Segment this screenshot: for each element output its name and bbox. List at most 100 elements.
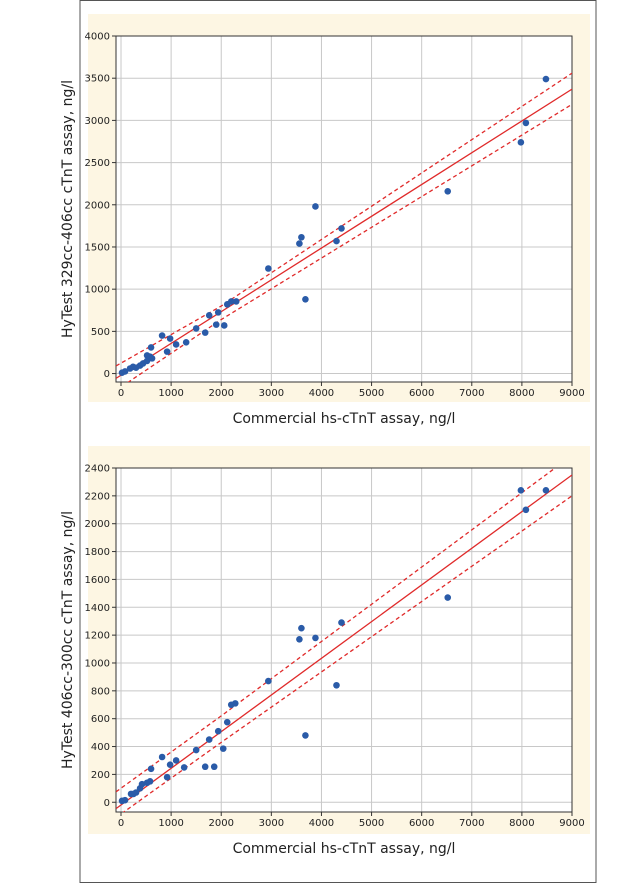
data-point: [132, 789, 140, 796]
data-point: [223, 718, 231, 726]
data-point: [444, 187, 452, 195]
y-tick-label: 1000: [85, 285, 110, 296]
x-tick-label: 9000: [559, 818, 584, 829]
data-point: [231, 700, 239, 707]
data-point: [542, 486, 550, 494]
data-point: [205, 312, 213, 319]
data-point: [265, 677, 272, 685]
data-point: [302, 295, 309, 303]
data-point: [333, 237, 340, 245]
data-point: [201, 763, 209, 771]
plot-border: [115, 35, 573, 383]
data-point: [163, 773, 171, 781]
x-tick-label: 2000: [209, 818, 234, 829]
x-tick-label: 0: [118, 818, 124, 829]
x-tick-label: 3000: [259, 388, 284, 399]
data-point: [147, 344, 155, 351]
data-point: [180, 764, 188, 771]
data-point: [158, 332, 166, 339]
y-tick-label: 1200: [85, 631, 110, 642]
x-tick-label: 4000: [309, 388, 334, 399]
y-tick-label: 3500: [85, 74, 110, 85]
data-point: [219, 745, 227, 752]
data-point: [338, 619, 345, 626]
y-tick-label: 3000: [85, 116, 110, 127]
y-tick-label: 500: [91, 327, 110, 338]
x-tick-label: 6000: [409, 388, 434, 399]
data-point: [214, 309, 222, 316]
y-tick-label: 400: [91, 742, 110, 753]
data-point: [312, 634, 319, 642]
data-point: [121, 796, 129, 804]
data-point: [517, 486, 525, 494]
y-axis-label: HyTest 329cc-406cc cTnT assay, ng/l: [60, 80, 76, 338]
data-point: [147, 765, 155, 773]
data-point: [517, 139, 525, 146]
data-point: [166, 335, 174, 342]
y-tick-label: 1400: [85, 603, 110, 614]
y-tick-label: 1800: [85, 547, 110, 558]
y-tick-label: 2000: [85, 519, 110, 530]
data-point: [522, 506, 530, 514]
data-point: [296, 636, 303, 643]
data-point: [138, 780, 146, 788]
y-tick-label: 4000: [85, 32, 110, 43]
x-tick-label: 1000: [158, 388, 183, 399]
data-point: [172, 757, 180, 764]
x-tick-label: 4000: [309, 818, 334, 829]
data-point: [214, 727, 222, 735]
data-point: [172, 341, 180, 348]
x-tick-label: 7000: [459, 818, 484, 829]
data-point: [312, 203, 319, 210]
data-point: [296, 240, 303, 247]
plot-border: [115, 467, 573, 813]
data-point: [158, 753, 166, 761]
y-tick-label: 200: [91, 770, 110, 781]
data-point: [163, 348, 171, 355]
data-point: [220, 322, 228, 329]
confidence-band: [116, 72, 572, 367]
y-tick-label: 2500: [85, 158, 110, 169]
x-tick-label: 5000: [359, 388, 384, 399]
x-tick-label: 7000: [459, 388, 484, 399]
x-tick-label: 9000: [559, 388, 584, 399]
y-tick-label: 2000: [85, 200, 110, 211]
plot-area: [116, 36, 572, 382]
data-point: [542, 75, 550, 83]
y-tick-label: 1000: [85, 658, 110, 669]
data-point: [232, 298, 240, 305]
data-point: [522, 119, 530, 127]
data-point: [338, 225, 345, 232]
x-tick-label: 8000: [509, 818, 534, 829]
confidence-band: [127, 103, 572, 382]
y-tick-label: 1600: [85, 575, 110, 586]
regression-line: [116, 474, 572, 810]
regression-line: [116, 88, 572, 379]
x-axis-label: Commercial hs-cTnT assay, ng/l: [233, 411, 456, 427]
data-point: [192, 746, 200, 754]
x-tick-label: 1000: [158, 818, 183, 829]
y-tick-label: 1500: [85, 242, 110, 253]
x-axis-label: Commercial hs-cTnT assay, ng/l: [233, 841, 456, 857]
data-point: [182, 339, 190, 346]
data-point: [298, 624, 305, 632]
y-tick-label: 2400: [85, 464, 110, 475]
x-tick-label: 6000: [409, 818, 434, 829]
y-tick-label: 0: [104, 369, 110, 380]
x-tick-label: 5000: [359, 818, 384, 829]
data-point: [201, 329, 209, 336]
x-tick-label: 2000: [209, 388, 234, 399]
data-point: [205, 736, 213, 743]
data-point: [333, 681, 340, 689]
y-tick-label: 800: [91, 686, 110, 697]
y-tick-label: 2200: [85, 491, 110, 502]
x-tick-label: 0: [118, 388, 124, 399]
plot-area: [116, 468, 572, 812]
confidence-band: [122, 495, 572, 812]
data-point: [298, 233, 305, 241]
y-tick-label: 600: [91, 714, 110, 725]
data-point: [146, 778, 154, 785]
data-point: [265, 265, 272, 272]
